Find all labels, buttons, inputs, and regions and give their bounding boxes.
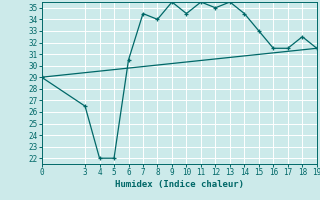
X-axis label: Humidex (Indice chaleur): Humidex (Indice chaleur): [115, 180, 244, 189]
